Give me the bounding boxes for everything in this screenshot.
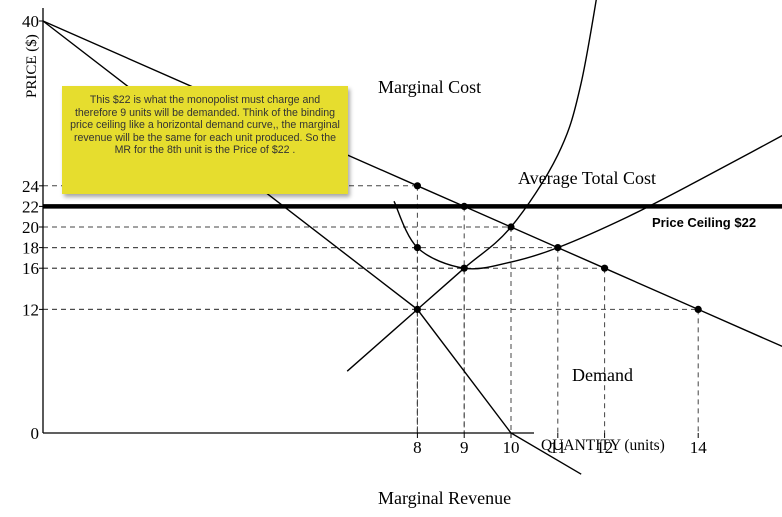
demand-curve — [42, 20, 782, 348]
point-14-12 — [694, 305, 702, 313]
dashed-guides — [43, 185, 699, 433]
marked-points — [413, 182, 702, 313]
point-8-24 — [413, 182, 421, 190]
point-8-18 — [413, 244, 421, 252]
point-9-22 — [460, 202, 468, 210]
y-tick-40: 40 — [22, 12, 39, 31]
point-10-20 — [507, 223, 515, 231]
y-tick-22: 22 — [22, 197, 39, 216]
price-ceiling-line-label: Price Ceiling $22 — [652, 215, 756, 230]
x-tick-14: 14 — [690, 438, 708, 457]
y-tick-12: 12 — [22, 300, 39, 319]
curves — [42, 0, 782, 475]
average-total-cost-curve-label: Average Total Cost — [518, 168, 656, 188]
point-8-12 — [413, 305, 421, 313]
point-12-16 — [601, 264, 609, 272]
y-tick-0: 0 — [31, 424, 40, 443]
average-total-cost-curve — [393, 134, 782, 270]
x-tick-8: 8 — [413, 438, 422, 457]
y-tick-16: 16 — [22, 259, 39, 278]
x-tick-9: 9 — [460, 438, 469, 457]
point-11-18 — [554, 244, 562, 252]
y-tick-24: 24 — [22, 177, 40, 196]
marginal-cost-curve-label: Marginal Cost — [378, 77, 481, 97]
x-tick-10: 10 — [503, 438, 520, 457]
annotation-note: This $22 is what the monopolist must cha… — [62, 86, 348, 194]
demand-curve-label: Demand — [572, 365, 633, 385]
marginal-revenue-curve-label: Marginal Revenue — [378, 488, 511, 508]
x-axis-label: QUANTITY (units) — [541, 437, 665, 454]
axes — [42, 8, 534, 434]
y-tick-20: 20 — [22, 218, 39, 237]
x-tick-11: 11 — [550, 438, 566, 457]
point-9-16 — [460, 264, 468, 272]
curve-labels: PRICE ($) QUANTITY (units) Demand Marginal … — [24, 34, 756, 508]
y-tick-18: 18 — [22, 239, 39, 258]
y-axis-label: PRICE ($) — [24, 34, 40, 98]
x-tick-12: 12 — [596, 438, 613, 457]
